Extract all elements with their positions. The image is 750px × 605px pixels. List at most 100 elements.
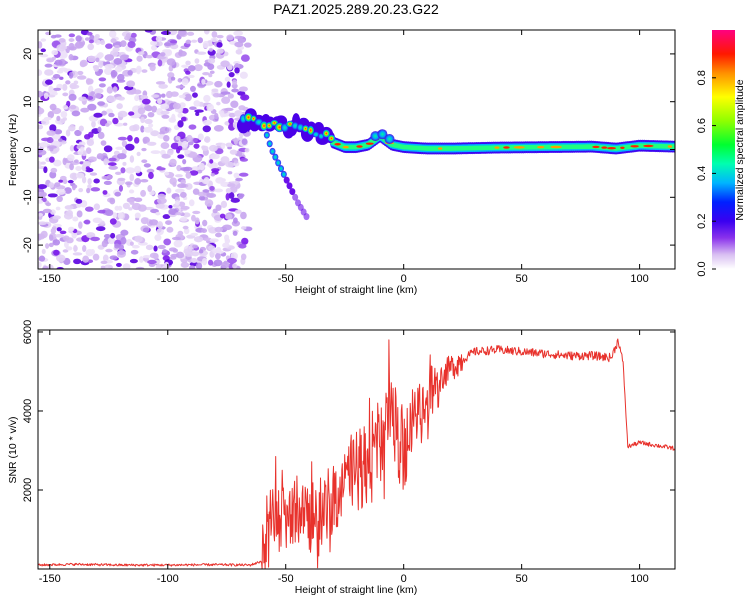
noise-speckle bbox=[136, 67, 141, 75]
noise-speckle bbox=[60, 110, 68, 118]
noise-speckle bbox=[180, 167, 190, 171]
noise-speckle bbox=[98, 68, 104, 74]
noise-speckle bbox=[149, 190, 155, 196]
noise-speckle bbox=[59, 50, 67, 58]
noise-speckle bbox=[53, 87, 62, 91]
noise-speckle bbox=[213, 124, 224, 132]
noise-speckle bbox=[228, 112, 236, 118]
spectrogram-ytick-label: 20 bbox=[22, 48, 34, 60]
noise-speckle bbox=[134, 165, 142, 174]
noise-speckle bbox=[171, 113, 176, 122]
noise-speckle bbox=[207, 57, 216, 64]
noise-speckle bbox=[139, 256, 144, 263]
noise-speckle bbox=[188, 265, 196, 269]
noise-speckle bbox=[122, 202, 131, 210]
noise-speckle bbox=[105, 43, 113, 49]
ridge-hotspot bbox=[601, 146, 608, 149]
snr-plot-area bbox=[38, 338, 675, 569]
noise-speckle bbox=[90, 236, 100, 242]
noise-speckle bbox=[88, 85, 94, 94]
noise-speckle bbox=[224, 107, 234, 112]
noise-speckle bbox=[115, 146, 124, 150]
noise-speckle bbox=[41, 137, 51, 142]
ridge-hotspot bbox=[494, 146, 500, 149]
noise-speckle bbox=[193, 143, 200, 149]
noise-speckle bbox=[82, 160, 92, 167]
noise-speckle bbox=[102, 176, 109, 180]
noise-speckle bbox=[123, 122, 128, 126]
noise-speckle bbox=[190, 232, 198, 237]
noise-speckle bbox=[97, 209, 108, 214]
noise-speckle bbox=[175, 251, 185, 259]
noise-speckle bbox=[120, 229, 129, 236]
noise-speckle bbox=[48, 242, 54, 248]
noise-speckle bbox=[95, 226, 106, 232]
noise-speckle bbox=[215, 252, 221, 260]
ridge-hotspot bbox=[342, 145, 349, 149]
noise-speckle bbox=[159, 52, 166, 57]
noise-speckle bbox=[49, 171, 57, 179]
noise-speckle bbox=[90, 187, 101, 192]
noise-speckle bbox=[126, 89, 136, 95]
noise-speckle bbox=[40, 38, 47, 42]
noise-speckle bbox=[51, 226, 57, 230]
noise-speckle bbox=[214, 188, 223, 193]
noise-speckle bbox=[69, 82, 77, 90]
noise-speckle bbox=[150, 45, 158, 51]
noise-speckle bbox=[53, 159, 62, 167]
noise-speckle bbox=[44, 79, 53, 85]
noise-speckle bbox=[50, 34, 57, 39]
spectrogram-x-ticks: -150 -100 -50 0 50 100 bbox=[39, 30, 649, 285]
noise-speckle bbox=[173, 240, 183, 248]
noise-speckle bbox=[204, 199, 214, 207]
noise-speckle bbox=[76, 70, 84, 76]
noise-speckle bbox=[227, 93, 234, 99]
ridge-hotspot bbox=[630, 145, 639, 148]
noise-speckle bbox=[177, 112, 183, 118]
noise-speckle bbox=[141, 69, 148, 73]
noise-speckle bbox=[79, 61, 87, 68]
spectrogram-ytick-label: -20 bbox=[22, 237, 34, 253]
noise-speckle bbox=[119, 54, 129, 61]
noise-speckle bbox=[190, 166, 201, 172]
noise-speckle bbox=[238, 243, 247, 249]
noise-speckle bbox=[185, 39, 192, 45]
noise-speckle bbox=[175, 211, 183, 216]
secondary-ridge-blob bbox=[272, 153, 279, 161]
noise-speckle bbox=[56, 227, 62, 232]
noise-speckle bbox=[226, 34, 234, 41]
ridge-blob bbox=[322, 129, 331, 138]
noise-speckle bbox=[86, 232, 96, 239]
noise-speckle bbox=[69, 163, 74, 171]
noise-speckle bbox=[189, 106, 197, 111]
colorbar-tick-label: 0.2 bbox=[696, 214, 708, 229]
noise-speckle bbox=[89, 172, 98, 176]
noise-speckle bbox=[95, 57, 100, 63]
noise-speckle bbox=[147, 259, 157, 265]
noise-speckle bbox=[177, 145, 183, 151]
noise-speckle bbox=[150, 40, 158, 46]
noise-speckle bbox=[92, 217, 103, 224]
noise-speckle bbox=[220, 91, 231, 95]
noise-speckle bbox=[93, 112, 103, 118]
noise-speckle bbox=[127, 70, 133, 76]
noise-speckle bbox=[104, 67, 113, 76]
noise-speckle bbox=[114, 66, 123, 73]
noise-speckle bbox=[146, 168, 155, 174]
noise-speckle bbox=[65, 246, 73, 251]
noise-speckle bbox=[202, 40, 209, 49]
secondary-ridge-blob bbox=[263, 131, 270, 139]
noise-speckle bbox=[209, 185, 215, 191]
noise-speckle bbox=[134, 212, 141, 219]
noise-speckle bbox=[104, 264, 113, 269]
noise-speckle bbox=[98, 77, 107, 82]
noise-speckle bbox=[209, 70, 215, 75]
noise-speckle bbox=[140, 178, 149, 183]
noise-speckle bbox=[192, 210, 201, 215]
noise-speckle bbox=[46, 130, 56, 136]
noise-speckle bbox=[91, 120, 96, 128]
secondary-ridge-blob bbox=[283, 176, 290, 184]
noise-speckle bbox=[181, 78, 189, 86]
snr-xtick-label: 100 bbox=[630, 573, 648, 585]
